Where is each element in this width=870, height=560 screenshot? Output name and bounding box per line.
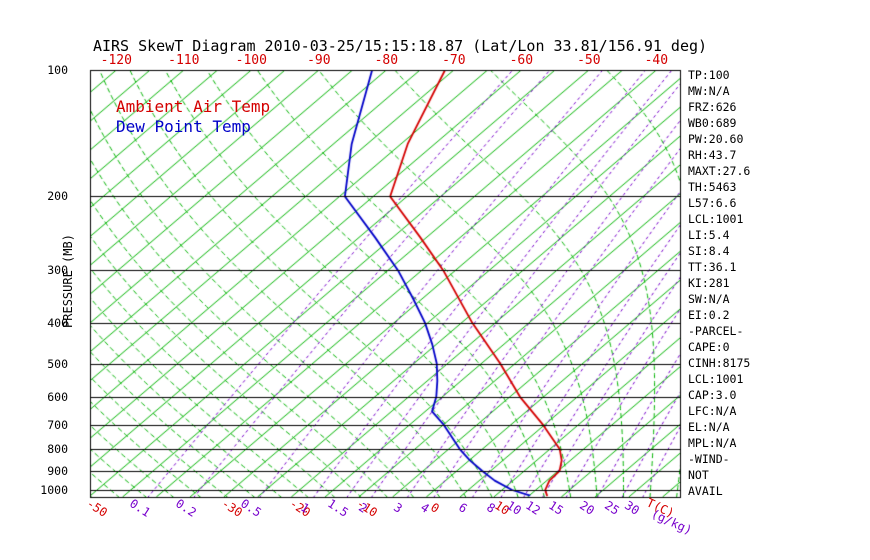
stats-line: TT:36.1 [688, 260, 737, 274]
stats-line: -WIND- [688, 452, 730, 466]
stats-line: MAXT:27.6 [688, 164, 751, 178]
stats-line: EL:N/A [688, 420, 730, 434]
stats-line: KI:281 [688, 276, 730, 290]
stats-line: TP:100 [688, 68, 730, 82]
top-temp-label: -60 [509, 53, 534, 68]
pressure-tick-label: 1000 [40, 483, 68, 497]
pressure-tick-label: 800 [47, 442, 68, 457]
top-temp-label: -50 [577, 53, 601, 68]
stats-line: TH:5463 [688, 180, 737, 194]
stats-line: CINH:8175 [688, 356, 751, 370]
stats-line: SW:N/A [688, 292, 730, 306]
stats-line: LCL:1001 [688, 212, 744, 226]
top-temp-label: -70 [442, 53, 466, 68]
stats-line: WB0:689 [688, 116, 737, 130]
pressure-axis-label: PRESSURE (MB) [61, 234, 75, 328]
pressure-tick-label: 100 [47, 63, 68, 77]
pressure-tick-label: 500 [47, 356, 68, 371]
stats-line: FRZ:626 [688, 100, 737, 114]
legend-dew-point-temp: Dew Point Temp [116, 117, 251, 136]
stats-line: NOT [688, 468, 709, 482]
stats-line: CAP:3.0 [688, 388, 737, 402]
legend-ambient-air-temp: Ambient Air Temp [116, 97, 271, 116]
pressure-tick-label: 400 [47, 315, 68, 330]
stats-line: CAPE:0 [688, 340, 730, 354]
stats-line: EI:0.2 [688, 308, 730, 322]
top-temp-label: -90 [307, 53, 331, 68]
stats-line: MPL:N/A [688, 436, 737, 450]
top-temp-label: -120 [100, 53, 132, 68]
top-temp-label: -110 [168, 53, 200, 68]
stats-line: L57:6.6 [688, 196, 737, 210]
stats-line: SI:8.4 [688, 244, 730, 258]
stats-line: -PARCEL- [688, 324, 744, 338]
top-temp-label: -40 [644, 53, 669, 68]
stats-line: MW:N/A [688, 84, 730, 98]
stats-line: RH:43.7 [688, 148, 737, 162]
stats-line: PW:20.60 [688, 132, 744, 146]
top-temp-label: -100 [235, 53, 267, 68]
pressure-tick-label: 600 [47, 389, 68, 404]
stats-panel: TP:100 MW:N/A FRZ:626 WB0:689 PW:20.60 RH:43.… [688, 67, 750, 499]
pressure-tick-label: 300 [47, 263, 68, 278]
stats-line: LI:5.4 [688, 228, 730, 242]
chart-title: AIRS SkewT Diagram 2010-03-25/15:15:18.8… [92, 37, 708, 55]
stats-line: AVAIL [688, 484, 723, 498]
pressure-tick-label: 900 [47, 463, 68, 478]
pressure-tick-label: 700 [47, 417, 68, 432]
stats-line: LCL:1001 [688, 372, 744, 386]
pressure-tick-label: 200 [47, 189, 68, 204]
top-temp-label: -80 [374, 53, 399, 68]
stats-line: LFC:N/A [688, 404, 737, 418]
